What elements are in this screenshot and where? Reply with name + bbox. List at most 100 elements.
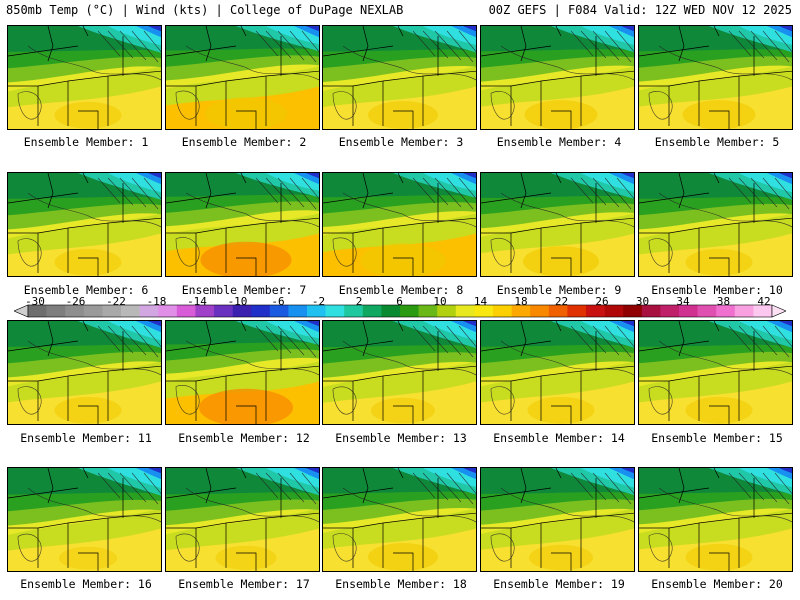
model-run-valid-time: 00Z GEFS | F084 Valid: 12Z WED NOV 12 20… [488,3,792,17]
colorbar-tick-label: 38 [716,295,731,308]
ensemble-member-label: Ensemble Member: 11 [20,431,152,445]
colorbar-segment [641,305,661,317]
colorbar-segment [83,305,103,317]
ensemble-member-map [480,320,635,425]
colorbar-segment [214,305,233,317]
colorbar-tick-label: -30 [25,295,45,308]
ensemble-member-map [165,320,320,425]
ensemble-member-map [7,25,162,130]
colorbar-tick-label: -10 [227,295,248,308]
colorbar-tick-label: -18 [146,295,167,308]
ensemble-member-label: Ensemble Member: 20 [651,577,783,591]
colorbar-segment [437,305,457,317]
colorbar-segment [28,305,47,317]
ensemble-member-label: Ensemble Member: 16 [20,577,152,591]
ensemble-member-map [638,467,793,572]
colorbar-tick-label: 42 [757,295,771,308]
colorbar-segment [307,305,326,317]
colorbar-segment [46,305,66,317]
colorbar-segment [344,305,364,317]
colorbar-segment [455,305,475,317]
ensemble-member-map [7,172,162,277]
colorbar-tick-label: 6 [396,295,403,308]
ensemble-member-map [638,172,793,277]
colorbar-segment [400,305,419,317]
colorbar-segment [623,305,643,317]
ensemble-member-label: Ensemble Member: 9 [496,283,622,297]
ensemble-member-map [322,467,477,572]
colorbar-segment [679,305,698,317]
colorbar-segment [251,305,271,317]
ensemble-member-label: Ensemble Member: 10 [651,283,783,297]
colorbar-segment [548,305,568,317]
colorbar-segment [362,305,382,317]
colorbar-segment [586,305,605,317]
colorbar-segment [660,305,680,317]
ensemble-member-label: Ensemble Member: 13 [335,431,467,445]
colorbar-segment [288,305,308,317]
ensemble-member-label: Ensemble Member: 18 [335,577,467,591]
colorbar-segment [325,305,345,317]
colorbar-segment [418,305,438,317]
colorbar-tick-label: 18 [514,295,528,308]
colorbar-segment [697,305,717,317]
colorbar-segment [102,305,122,317]
colorbar-segment [121,305,140,317]
temperature-colorbar [14,304,786,318]
ensemble-member-label: Ensemble Member: 4 [496,135,622,149]
ensemble-member-map [165,172,320,277]
colorbar-segment [734,305,754,317]
ensemble-member-map [165,467,320,572]
ensemble-member-map [322,320,477,425]
ensemble-member-label: Ensemble Member: 8 [338,283,464,297]
colorbar-tick-label: -22 [106,295,126,308]
ensemble-member-label: Ensemble Member: 12 [178,431,310,445]
ensemble-member-label: Ensemble Member: 6 [23,283,149,297]
colorbar-segment [65,305,85,317]
colorbar-segment [176,305,196,317]
colorbar-segment [567,305,587,317]
ensemble-member-label: Ensemble Member: 2 [181,135,307,149]
colorbar-tick-label: 2 [355,295,363,308]
ensemble-member-map [480,467,635,572]
colorbar-segment [474,305,494,317]
colorbar-tick-label: 14 [473,295,488,308]
ensemble-member-map [480,172,635,277]
colorbar-tick-label: -26 [65,295,86,308]
colorbar-segment [493,305,512,317]
ensemble-member-map [322,25,477,130]
colorbar-segment [269,305,289,317]
ensemble-member-label: Ensemble Member: 5 [654,135,780,149]
colorbar-segment [511,305,531,317]
ensemble-member-map [7,320,162,425]
colorbar-tick-label: -14 [187,295,207,308]
colorbar-segment [232,305,252,317]
ensemble-member-map [7,467,162,572]
colorbar-tick-label: -2 [311,295,326,308]
colorbar-segment [753,305,773,317]
colorbar-right-arrow [771,304,786,318]
ensemble-member-map [480,25,635,130]
colorbar-labels: -30 -26 -22 -18 -14 -10 -6 -2 2 6 10 14 18 22 26 30 34 38… [0,295,800,308]
ensemble-member-label: Ensemble Member: 7 [181,283,307,297]
colorbar-segment [716,305,736,317]
ensemble-member-map [638,320,793,425]
colorbar-segment [604,305,624,317]
colorbar-tick-label: 22 [554,295,569,308]
ensemble-member-label: Ensemble Member: 17 [178,577,310,591]
colorbar-tick-label: 30 [635,295,650,308]
ensemble-member-label: Ensemble Member: 15 [651,431,783,445]
map-title: 850mb Temp (°C) | Wind (kts) | College o… [6,3,404,17]
colorbar-segment [158,305,178,317]
ensemble-member-label: Ensemble Member: 19 [493,577,625,591]
ensemble-member-label: Ensemble Member: 3 [338,135,464,149]
colorbar-segment [381,305,401,317]
ensemble-member-map [165,25,320,130]
colorbar-tick-label: 10 [433,295,447,308]
colorbar-segment [139,305,159,317]
ensemble-member-label: Ensemble Member: 14 [493,431,625,445]
colorbar-segment [530,305,550,317]
colorbar-segment [195,305,215,317]
colorbar-tick-label: -6 [271,295,285,308]
colorbar-tick-label: 26 [595,295,609,308]
